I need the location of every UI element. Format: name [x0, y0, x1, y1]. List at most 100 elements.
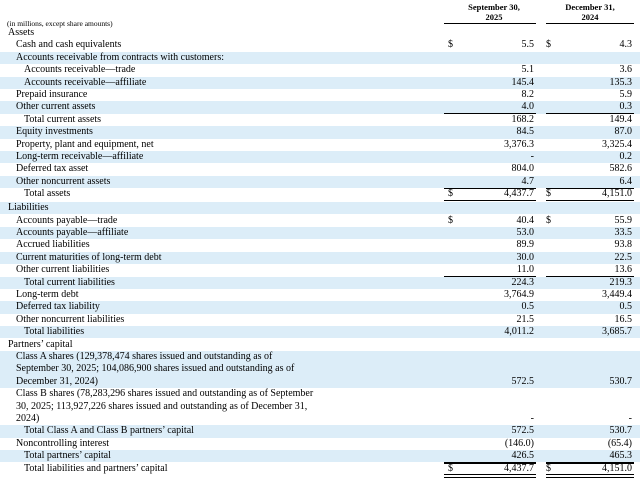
value-dec-2024: 33.5 — [614, 226, 633, 238]
statement-row: Accounts receivable from contracts with … — [0, 51, 640, 65]
value-sep-2025: 11.0 — [516, 264, 534, 276]
value-sep-2025: 168.2 — [511, 113, 535, 125]
col-header-line1: September 30, — [468, 2, 520, 12]
total-top-rule — [444, 462, 536, 464]
row-label: Accounts receivable—affiliate — [24, 76, 147, 88]
dollar-sign: $ — [546, 39, 551, 51]
total-top-rule — [444, 188, 536, 190]
value-sep-2025: 5.1 — [521, 64, 535, 76]
row-label: Total liabilities and partners’ capital — [24, 462, 168, 474]
value-sep-2025: 4.7 — [521, 175, 535, 187]
value-dec-2024: 3.6 — [619, 64, 633, 76]
value-sep-2025: (146.0) — [504, 437, 534, 449]
value-sep-2025: 3,376.3 — [504, 138, 534, 150]
statement-row: Deferred tax asset 804.0 582.6 — [0, 163, 640, 175]
value-sep-2025: 5.5 — [521, 39, 535, 51]
col-header-line2: 2024 — [581, 12, 599, 22]
row-label: Accounts payable—affiliate — [16, 226, 129, 238]
col-header-sep-2025: September 30, 2025 — [444, 2, 544, 22]
statement-row: Total partners’ capital 426.5 465.3 — [0, 450, 640, 463]
row-label: Total assets — [24, 188, 71, 200]
row-label: Long-term debt — [16, 288, 79, 300]
value-sep-2025: 804.0 — [511, 163, 535, 175]
subtotal-rule — [444, 113, 536, 115]
value-dec-2024: (65.4) — [607, 437, 632, 449]
row-label: Noncontrolling interest — [16, 437, 110, 449]
statement-row: Long-term debt 3,764.9 3,449.4 — [0, 289, 640, 301]
statement-row: Total liabilities and partners’ capital 4… — [0, 463, 640, 477]
statement-row: Current maturities of long-term debt 30.0… — [0, 251, 640, 265]
statement-row: Noncontrolling interest (146.0) (65.4) — [0, 438, 640, 450]
value-dec-2024: 465.3 — [609, 450, 633, 462]
total-double-rule — [546, 474, 634, 476]
dollar-sign: $ — [448, 39, 453, 51]
value-dec-2024: 135.3 — [609, 76, 633, 88]
statement-row: Accrued liabilities 89.9 93.8 — [0, 239, 640, 251]
statement-row: Other noncurrent liabilities 21.5 16.5 — [0, 314, 640, 326]
statement-row: Total Class A and Class B partners’ capi… — [0, 425, 640, 438]
total-double-rule — [444, 474, 536, 476]
row-label: Liabilities — [8, 202, 49, 214]
total-top-rule — [546, 462, 634, 464]
value-sep-2025: 53.0 — [516, 226, 535, 238]
statement-row: Accounts payable—affiliate 53.0 33.5 — [0, 226, 640, 240]
value-sep-2025: 84.5 — [516, 126, 535, 138]
value-dec-2024: 13.6 — [614, 264, 633, 276]
value-dec-2024: 3,685.7 — [602, 326, 632, 338]
value-dec-2024: 582.6 — [609, 163, 633, 175]
value-dec-2024: 4.3 — [619, 39, 633, 51]
value-dec-2024: 0.3 — [619, 101, 633, 113]
row-label: Total liabilities — [24, 326, 85, 338]
row-label: Class B shares (78,283,296 shares issued… — [16, 388, 314, 424]
statement-row: Total assets 4,437.7 4,151.0 $ $ — [0, 188, 640, 202]
statement-row: Prepaid insurance 8.2 5.9 — [0, 89, 640, 101]
row-label: Prepaid insurance — [16, 89, 88, 100]
statement-row: Other current liabilities 11.0 13.6 — [0, 264, 640, 276]
statement-row: Other current assets 4.0 0.3 — [0, 101, 640, 114]
statement-row: Long-term receivable—affiliate - 0.2 — [0, 151, 640, 164]
col-header-line1: December 31, — [565, 2, 615, 12]
row-label: Property, plant and equipment, net — [16, 138, 154, 150]
value-sep-2025: 572.5 — [511, 375, 535, 387]
statement-row: Other noncurrent assets 4.7 6.4 — [0, 175, 640, 189]
value-sep-2025: 4,011.2 — [504, 326, 534, 338]
value-sep-2025: 224.3 — [511, 276, 535, 288]
value-sep-2025: 572.5 — [511, 425, 535, 437]
value-dec-2024: 87.0 — [614, 126, 633, 138]
value-dec-2024: - — [628, 412, 632, 424]
units-note: (in millions, except share amounts) — [7, 19, 113, 28]
value-sep-2025: 4,437.7 — [504, 462, 534, 474]
value-dec-2024: 530.7 — [609, 375, 633, 387]
statement-row: Accounts payable—trade 40.4 55.9 $ $ — [0, 215, 640, 227]
value-sep-2025: 145.4 — [511, 76, 535, 88]
row-label: Long-term receivable—affiliate — [16, 151, 144, 162]
col-header-line2: 2025 — [485, 12, 503, 22]
dollar-sign: $ — [448, 214, 453, 226]
row-label: Other noncurrent assets — [16, 175, 111, 187]
header-rule — [444, 23, 536, 24]
row-label: Accrued liabilities — [16, 239, 90, 251]
row-label: Cash and cash equivalents — [16, 39, 122, 51]
statement-row: Cash and cash equivalents 5.5 4.3 $ $ — [0, 39, 640, 51]
row-label: Equity investments — [16, 126, 93, 138]
statement-row: Equity investments 84.5 87.0 — [0, 126, 640, 139]
value-dec-2024: 3,325.4 — [602, 138, 632, 150]
dollar-sign: $ — [546, 462, 551, 474]
value-sep-2025: 3,764.9 — [504, 288, 534, 300]
row-label: Other current assets — [16, 101, 96, 113]
value-dec-2024: 22.5 — [614, 251, 633, 263]
row-label: Other noncurrent liabilities — [16, 313, 125, 325]
value-sep-2025: - — [530, 151, 534, 162]
statement-row: Partners’ capital — [0, 339, 640, 351]
dollar-sign: $ — [546, 188, 551, 200]
value-dec-2024: 16.5 — [614, 313, 633, 325]
row-label: Deferred tax liability — [16, 301, 100, 313]
row-label: Total current assets — [24, 113, 102, 125]
row-label: Current maturities of long-term debt — [16, 251, 162, 263]
value-dec-2024: 55.9 — [614, 214, 633, 226]
value-sep-2025: 426.5 — [511, 450, 535, 462]
value-sep-2025: 21.5 — [516, 313, 535, 325]
value-dec-2024: 0.2 — [619, 151, 633, 162]
row-label: Partners’ capital — [8, 338, 73, 350]
dollar-sign: $ — [546, 214, 551, 226]
